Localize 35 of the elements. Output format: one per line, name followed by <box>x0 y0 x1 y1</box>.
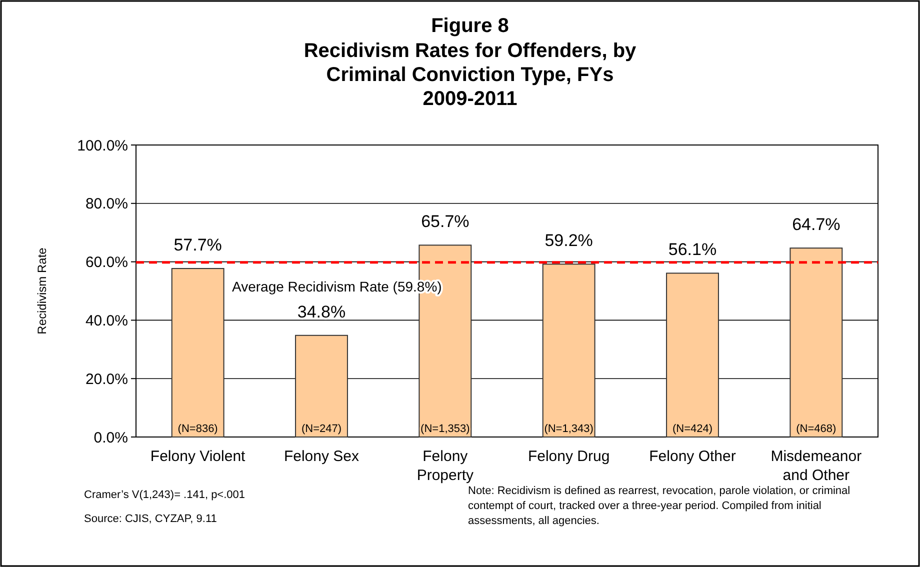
y-tick-label: 100.0% <box>77 137 128 154</box>
y-tick-label: 20.0% <box>85 370 128 388</box>
data-label: 64.7% <box>792 215 840 234</box>
annotation: (N=1,343) <box>544 423 594 435</box>
y-tick-label: 60.0% <box>85 254 128 272</box>
annotation: (N=468) <box>796 423 836 435</box>
annotation: (N=836) <box>178 423 218 435</box>
y-tick-label: 80.0% <box>85 196 128 213</box>
bar <box>666 272 719 438</box>
y-tick-label: 40.0% <box>85 312 128 330</box>
x-tick-label: Felony Property <box>416 448 474 484</box>
annotation: (N=247) <box>301 423 342 435</box>
chart-title: Figure 8 <box>431 15 509 37</box>
x-tick-label: Felony Other <box>649 448 736 465</box>
data-label: 56.1% <box>668 240 717 260</box>
bar <box>171 268 224 438</box>
x-tick-label: Misdemeanor and Other <box>770 448 862 484</box>
data-label: 34.8% <box>297 302 346 322</box>
annotation: (N=1,353) <box>420 423 470 435</box>
bar <box>790 248 843 438</box>
x-tick-label: Felony Drug <box>528 448 610 465</box>
bar <box>542 264 596 438</box>
data-label: 59.2% <box>544 231 593 250</box>
data-label: 65.7% <box>421 212 470 232</box>
bar <box>295 334 348 438</box>
chart-subtitle: Recidivism Rates for Offenders, by Criminal Conviction Type, FYs 2009-2011 <box>304 40 638 110</box>
y-axis-title: Recidivism Rate <box>35 247 49 334</box>
text: Note: Recidivism is defined as rearrest, revocation, parole violation, or criminal contempt of court, tracked over a three-year period. Compiled from initial assessments, all agencies. <box>468 485 850 527</box>
annotation: (N=424) <box>672 423 713 435</box>
x-tick-label: Felony Sex <box>284 448 360 465</box>
data-label: 57.7% <box>174 236 222 255</box>
text: Cramer’s V(1,243)= .141, p<.001 <box>84 489 246 501</box>
y-tick-label: 0.0% <box>94 429 128 446</box>
x-tick-label: Felony Violent <box>150 448 246 465</box>
source-note: Source: CJIS, CYZAP, 9.11 <box>84 513 217 525</box>
